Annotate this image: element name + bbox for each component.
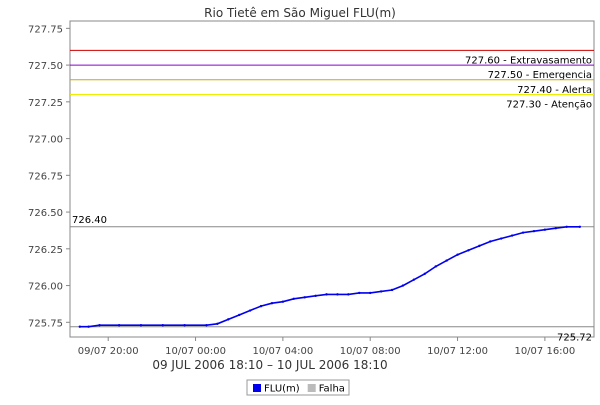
x-axis-label: 09 JUL 2006 18:10 – 10 JUL 2006 18:10 bbox=[152, 358, 387, 372]
legend-swatch bbox=[307, 384, 316, 392]
reference-label: 725.72 bbox=[557, 333, 592, 344]
y-tick-label: 727.75 bbox=[28, 24, 63, 35]
threshold-label: 727.40 - Alerta bbox=[517, 85, 592, 96]
x-tick-label: 10/07 12:00 bbox=[427, 346, 488, 357]
data-point bbox=[216, 322, 219, 325]
x-tick-label: 10/07 00:00 bbox=[165, 346, 226, 357]
y-tick-label: 726.00 bbox=[28, 282, 63, 293]
data-point bbox=[336, 293, 339, 296]
data-point bbox=[270, 301, 274, 305]
threshold-lines: 727.60 - Extravasamento 727.50 - Emergenc… bbox=[70, 49, 594, 110]
data-point bbox=[467, 249, 470, 252]
legend: FLU(m) Falha bbox=[246, 379, 350, 396]
legend-label: Falha bbox=[319, 384, 345, 395]
data-point bbox=[227, 318, 230, 321]
x-tick-label: 10/07 04:00 bbox=[252, 346, 313, 357]
y-tick-label: 726.50 bbox=[28, 208, 63, 219]
data-point bbox=[521, 231, 525, 234]
legend-swatch bbox=[253, 384, 261, 392]
data-point bbox=[510, 234, 514, 237]
data-point bbox=[205, 324, 208, 327]
x-tick-label: 10/07 16:00 bbox=[514, 346, 575, 357]
data-point bbox=[578, 225, 582, 228]
data-point bbox=[183, 324, 186, 327]
y-tick-label: 727.50 bbox=[28, 61, 63, 72]
data-point bbox=[98, 324, 101, 327]
x-tick-label: 10/07 08:00 bbox=[340, 346, 401, 357]
data-point bbox=[369, 291, 372, 295]
y-tick-label: 727.25 bbox=[28, 98, 63, 109]
reference-lines: 726.40 725.72 bbox=[70, 215, 594, 344]
chart-title: Rio Tietê em São Miguel FLU(m) bbox=[204, 6, 396, 20]
data-point bbox=[139, 324, 143, 327]
data-point bbox=[390, 288, 394, 292]
data-point bbox=[347, 293, 350, 296]
data-point bbox=[445, 259, 448, 262]
data-point bbox=[161, 324, 164, 327]
data-point bbox=[423, 272, 426, 275]
data-point bbox=[238, 313, 241, 317]
data-point bbox=[281, 300, 285, 303]
threshold-label: 727.30 - Atenção bbox=[506, 99, 592, 110]
y-tick-label: 725.75 bbox=[28, 318, 63, 329]
series-line bbox=[79, 226, 580, 328]
data-series bbox=[78, 225, 582, 328]
data-point bbox=[87, 325, 90, 328]
plot-area-border bbox=[69, 20, 595, 338]
x-tick-label: 09/07 20:00 bbox=[78, 346, 139, 357]
data-point bbox=[314, 294, 317, 298]
data-point bbox=[543, 228, 547, 231]
legend-label: FLU(m) bbox=[264, 384, 300, 395]
legend-box bbox=[246, 379, 350, 396]
data-point bbox=[358, 291, 361, 295]
x-axis: 09/07 20:00 10/07 00:00 10/07 04:00 10/07 0… bbox=[78, 337, 575, 357]
threshold-label: 727.50 - Emergencia bbox=[488, 70, 592, 81]
data-point bbox=[292, 297, 295, 300]
data-point bbox=[532, 229, 536, 233]
y-tick-label: 726.25 bbox=[28, 245, 63, 256]
y-tick-label: 726.75 bbox=[28, 171, 63, 182]
data-point bbox=[117, 324, 121, 327]
data-point bbox=[500, 237, 503, 240]
threshold-label: 727.60 - Extravasamento bbox=[465, 55, 592, 66]
data-point bbox=[379, 290, 383, 293]
data-point bbox=[412, 278, 416, 281]
y-axis: 725.75 726.00 726.25 726.50 726.75 727.00 727.… bbox=[28, 24, 70, 329]
data-point bbox=[456, 253, 459, 256]
y-tick-label: 727.00 bbox=[28, 135, 63, 146]
reference-label: 726.40 bbox=[72, 215, 107, 226]
data-point bbox=[565, 225, 568, 228]
data-point bbox=[259, 304, 263, 308]
data-point bbox=[434, 265, 437, 268]
data-point bbox=[248, 309, 252, 312]
data-point bbox=[303, 296, 306, 299]
data-point bbox=[554, 227, 557, 230]
data-point bbox=[489, 240, 492, 243]
data-point bbox=[401, 284, 405, 287]
data-point bbox=[478, 244, 481, 248]
data-point bbox=[78, 325, 82, 328]
data-point bbox=[325, 293, 328, 296]
